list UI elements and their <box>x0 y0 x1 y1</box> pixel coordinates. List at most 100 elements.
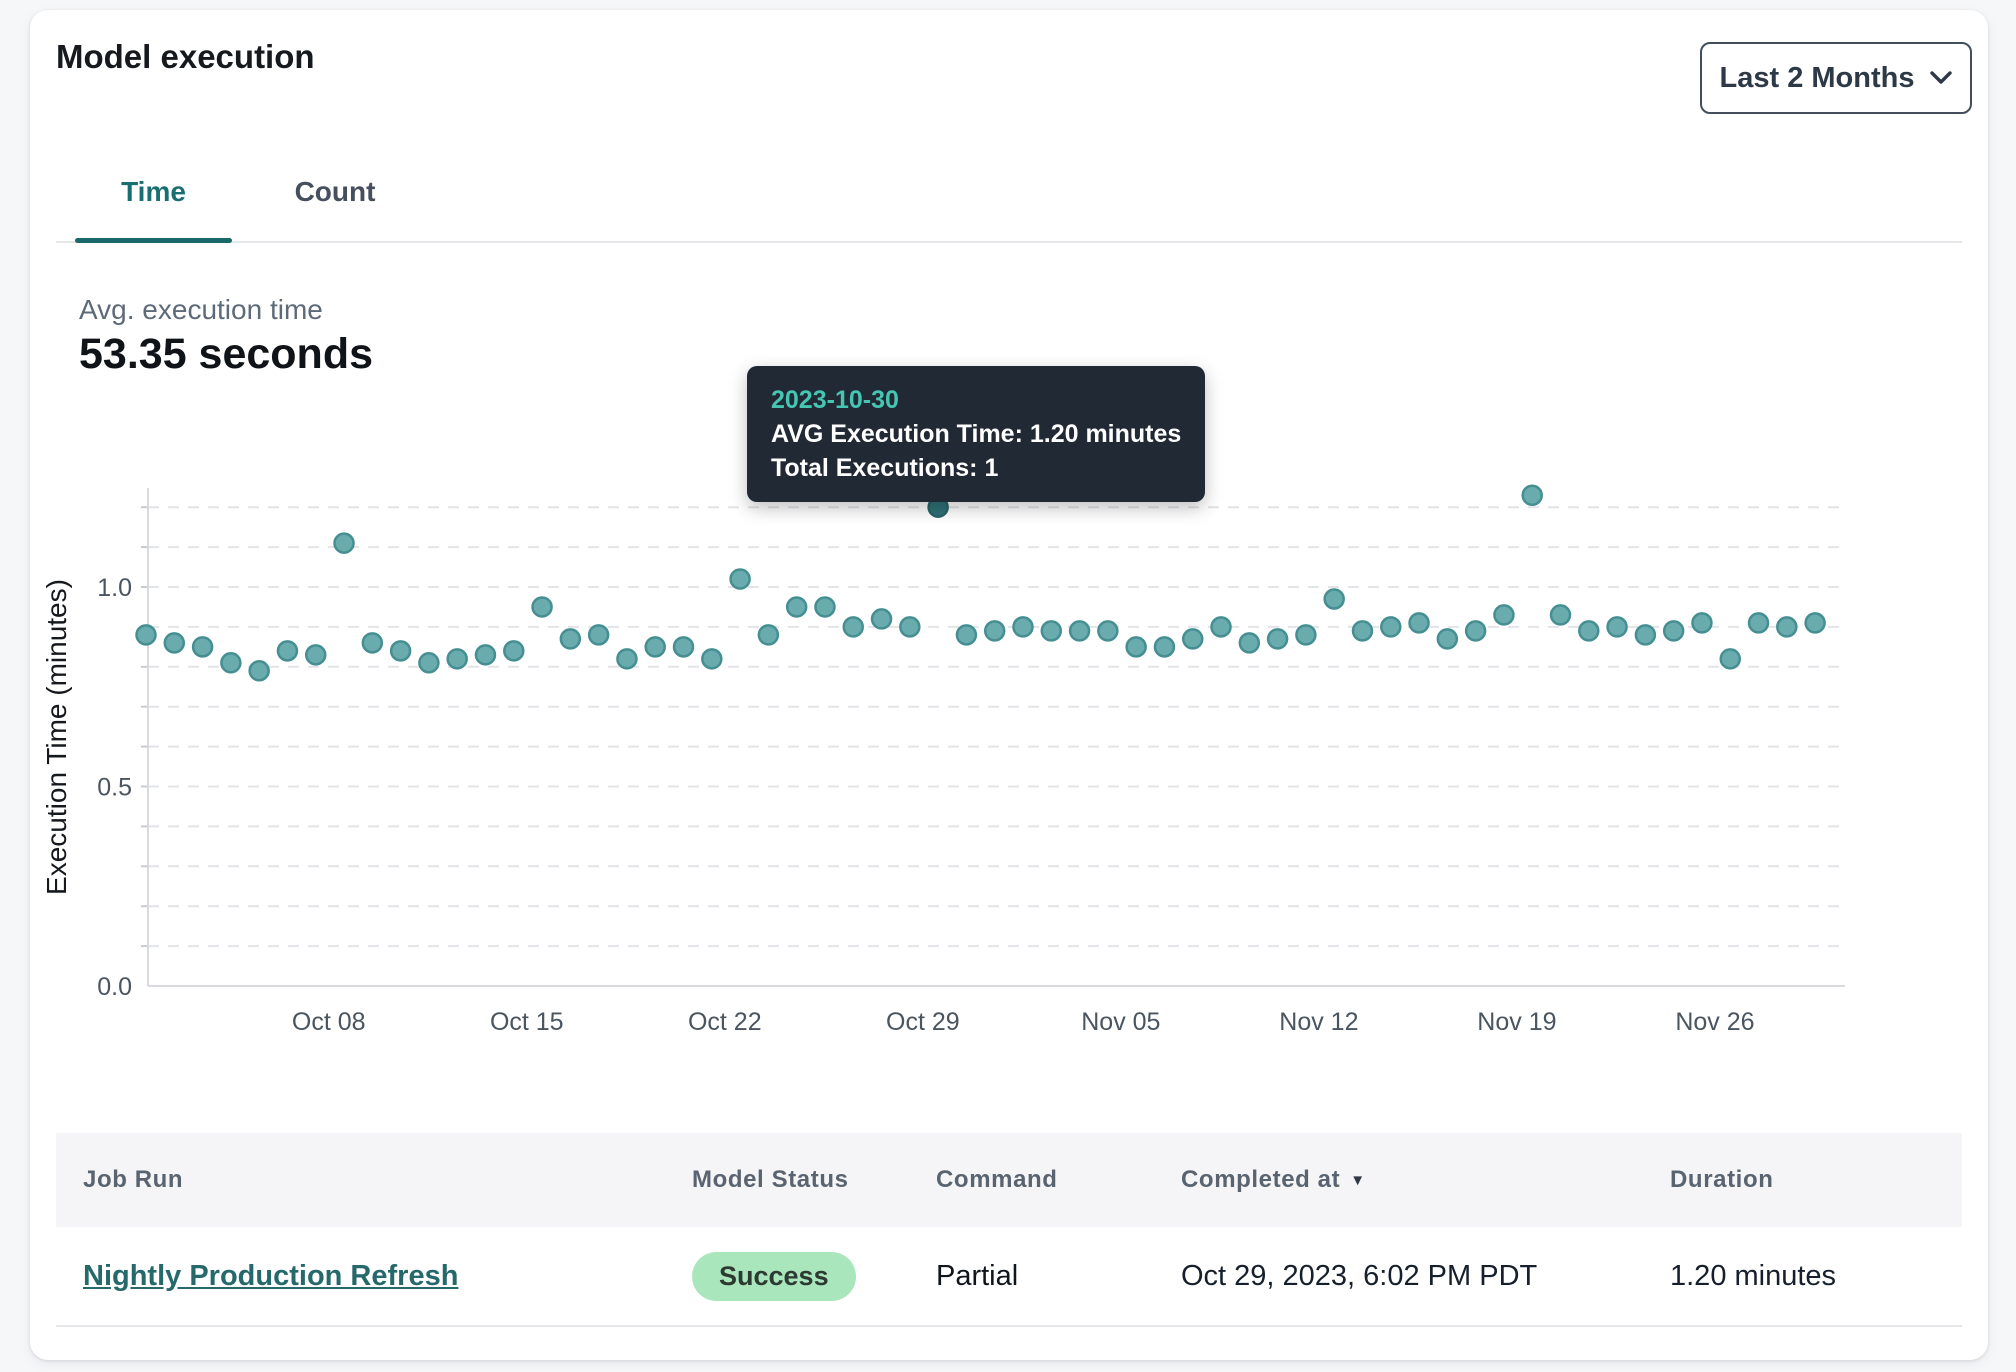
date-range-dropdown[interactable]: Last 2 Months <box>1700 42 1972 114</box>
status-badge: Success <box>692 1251 856 1301</box>
data-point[interactable] <box>1493 604 1515 626</box>
data-point[interactable] <box>644 636 666 658</box>
chevron-down-icon <box>1930 71 1953 85</box>
data-point[interactable] <box>1125 636 1147 658</box>
data-point[interactable] <box>899 616 921 638</box>
data-point[interactable] <box>1747 612 1770 634</box>
active-tab-underline <box>75 238 232 243</box>
x-tick-label: Oct 15 <box>490 1008 564 1036</box>
data-point[interactable] <box>1662 620 1685 642</box>
data-point[interactable] <box>1691 612 1713 634</box>
data-point[interactable] <box>418 652 440 674</box>
data-point[interactable] <box>587 624 610 646</box>
data-point[interactable] <box>1097 620 1119 642</box>
x-tick-label: Oct 22 <box>688 1008 762 1036</box>
data-point[interactable] <box>616 648 638 670</box>
runs-table-header: Job Run Model Status Command Completed a… <box>56 1133 1962 1227</box>
data-point[interactable] <box>729 568 751 590</box>
data-point[interactable] <box>474 644 497 666</box>
x-tick-label: Nov 26 <box>1675 1008 1754 1036</box>
data-point[interactable] <box>1040 620 1063 642</box>
data-point[interactable] <box>389 640 412 662</box>
job-run-link[interactable]: Nightly Production Refresh <box>83 1259 459 1292</box>
data-point[interactable] <box>135 624 157 646</box>
execution-time-chart[interactable]: 0.0 0.5 1.0 Oct 08 Oct 15 Oct 22 Oct 29 Nov 05 N… <box>40 478 1890 1048</box>
scatter-plot[interactable]: 0.0 0.5 1.0 Oct 08 Oct 15 Oct 22 Oct 29 Nov 05 N… <box>40 478 1890 1048</box>
data-point[interactable] <box>531 596 553 618</box>
command-cell: Partial <box>936 1259 1019 1292</box>
y-tick-label: 0.0 <box>97 973 132 1001</box>
data-point[interactable] <box>955 624 978 646</box>
page-title: Model execution <box>56 38 315 75</box>
data-point[interactable] <box>191 636 214 658</box>
tab-count[interactable]: Count <box>294 176 376 207</box>
column-header-duration: Duration <box>1670 1166 1774 1193</box>
column-header-model-status: Model Status <box>692 1166 849 1193</box>
data-point[interactable] <box>559 628 582 650</box>
data-point[interactable] <box>1606 616 1628 638</box>
data-point[interactable] <box>276 640 299 662</box>
tooltip-date: 2023-10-30 <box>771 386 899 414</box>
data-point[interactable] <box>1238 632 1261 654</box>
avg-execution-time-label: Avg. execution time <box>79 294 323 325</box>
data-point[interactable] <box>1012 616 1034 638</box>
x-tick-label: Nov 19 <box>1477 1008 1556 1036</box>
data-point[interactable] <box>1804 612 1826 634</box>
data-point[interactable] <box>1464 620 1487 642</box>
data-point[interactable] <box>785 596 808 618</box>
data-point[interactable] <box>1295 624 1317 646</box>
data-point[interactable] <box>503 640 525 662</box>
data-point[interactable] <box>814 596 836 618</box>
date-range-label: Last 2 Months <box>1719 61 1915 94</box>
data-point[interactable] <box>842 616 864 638</box>
data-point[interactable] <box>1210 616 1232 638</box>
column-header-completed-at[interactable]: Completed at ▼ <box>1181 1166 1366 1193</box>
y-axis-title: Execution Time (minutes) <box>41 579 72 895</box>
tab-time[interactable]: Time <box>121 176 186 207</box>
chart-tooltip: 2023-10-30 AVG Execution Time: 1.20 minu… <box>747 366 1206 502</box>
x-tick-label: Oct 08 <box>292 1008 366 1036</box>
tooltip-total-executions: Total Executions: 1 <box>771 454 999 482</box>
data-point[interactable] <box>1266 628 1289 650</box>
data-point[interactable] <box>163 632 186 654</box>
data-point[interactable] <box>1181 628 1204 650</box>
sort-desc-icon: ▼ <box>1350 1172 1366 1189</box>
column-header-command: Command <box>936 1166 1058 1193</box>
model-execution-card: Model execution Last 2 Months Time Count… <box>30 10 1988 1360</box>
data-point[interactable] <box>1578 620 1600 642</box>
data-point[interactable] <box>757 624 780 646</box>
data-point[interactable] <box>248 660 270 682</box>
data-point[interactable] <box>304 644 327 666</box>
data-point[interactable] <box>672 636 695 658</box>
x-tick-label: Nov 12 <box>1279 1008 1358 1036</box>
data-point[interactable] <box>1153 636 1176 658</box>
completed-at-cell: Oct 29, 2023, 6:02 PM PDT <box>1181 1259 1538 1292</box>
data-point[interactable] <box>1549 604 1572 626</box>
data-point[interactable] <box>1323 588 1345 610</box>
data-point[interactable] <box>1351 620 1374 642</box>
y-tick-label: 0.5 <box>97 774 132 802</box>
data-point[interactable] <box>1719 648 1741 670</box>
data-point[interactable] <box>333 532 355 554</box>
data-point[interactable] <box>361 632 384 654</box>
x-tick-label: Oct 29 <box>886 1008 960 1036</box>
data-point[interactable] <box>1776 616 1798 638</box>
avg-execution-time-value: 53.35 seconds <box>79 330 374 378</box>
data-point[interactable] <box>983 620 1006 642</box>
data-point[interactable] <box>1068 620 1091 642</box>
y-tick-label: 1.0 <box>97 574 132 602</box>
column-header-job-run: Job Run <box>83 1166 184 1193</box>
data-point[interactable] <box>1521 484 1543 506</box>
tooltip-avg-time: AVG Execution Time: 1.20 minutes <box>771 420 1182 448</box>
tabs-divider <box>56 241 1962 243</box>
data-point[interactable] <box>701 648 723 670</box>
data-point[interactable] <box>1380 616 1402 638</box>
data-point[interactable] <box>1408 612 1430 634</box>
data-point[interactable] <box>1634 624 1657 646</box>
data-point[interactable] <box>1436 628 1459 650</box>
data-point[interactable] <box>870 608 893 630</box>
data-point[interactable] <box>220 652 242 674</box>
table-row: Nightly Production Refresh Success Parti… <box>56 1227 1962 1327</box>
data-point[interactable] <box>446 648 468 670</box>
